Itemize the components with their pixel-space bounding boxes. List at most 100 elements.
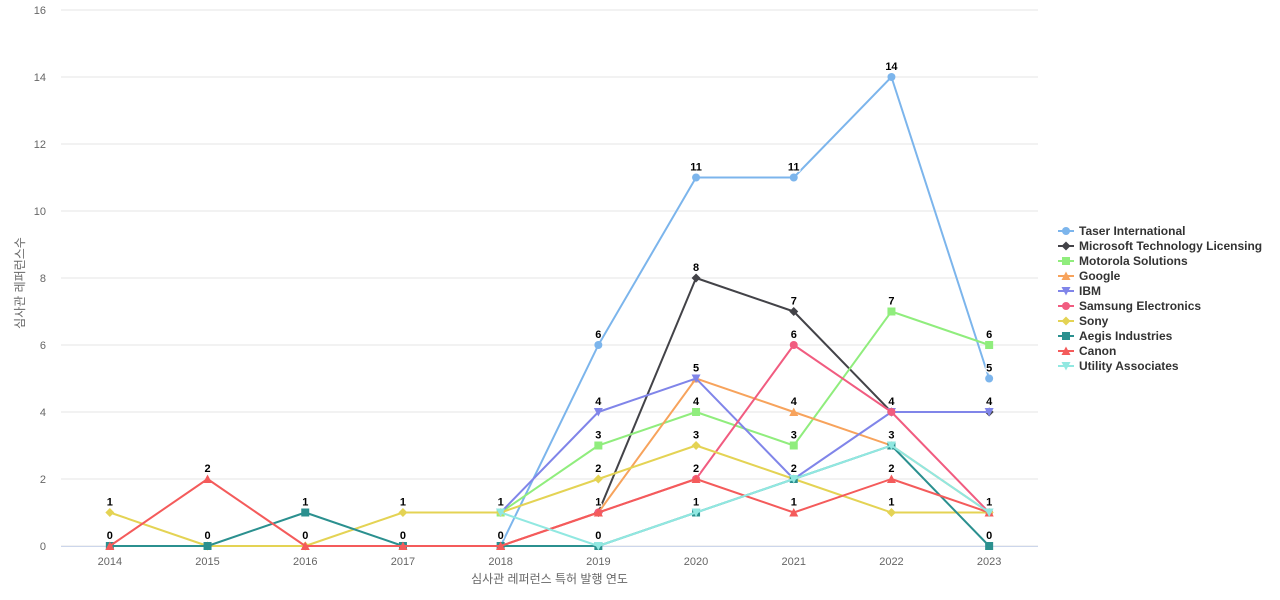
data-label: 5 (986, 363, 992, 375)
y-gridlines (61, 9, 1038, 547)
data-point-utility-associates (789, 475, 799, 484)
legend-item-samsung-electronics[interactable]: Samsung Electronics (1058, 298, 1262, 313)
data-point-sony (886, 508, 896, 517)
data-point-canon (886, 474, 896, 483)
legend-marker-icon (1062, 331, 1070, 340)
data-point-ibm (691, 374, 701, 383)
data-label: 3 (693, 430, 699, 442)
data-label: 4 (791, 396, 798, 408)
data-label: 5 (693, 363, 699, 375)
legend-item-aegis-industries[interactable]: Aegis Industries (1058, 328, 1262, 343)
y-tick-label: 14 (34, 72, 46, 84)
data-label: 1 (498, 497, 504, 509)
data-point-sony (398, 508, 408, 517)
legend-swatch-icon (1058, 361, 1074, 370)
data-label: 2 (204, 463, 210, 475)
x-tick-label: 2023 (977, 556, 1001, 568)
legend-swatch-icon (1058, 256, 1074, 265)
data-point-canon (105, 541, 115, 550)
x-axis-title: 심사관 레퍼런스 특허 발행 연도 (471, 571, 628, 586)
x-tick-label: 2015 (195, 556, 219, 568)
data-label: 7 (888, 296, 894, 308)
data-point-ibm (593, 408, 603, 417)
legend-item-canon[interactable]: Canon (1058, 343, 1262, 358)
legend-item-motorola-solutions[interactable]: Motorola Solutions (1058, 253, 1262, 268)
series-utility-associates (496, 441, 994, 551)
legend-label: Utility Associates (1079, 358, 1179, 373)
legend-label: Microsoft Technology Licensing (1079, 238, 1263, 253)
legend-swatch-icon (1058, 271, 1074, 280)
y-axis-ticks: 0 2 4 6 8 10 12 14 16 (34, 5, 46, 553)
data-label: 1 (693, 497, 699, 509)
data-point-sony (593, 474, 603, 484)
data-point-motorola-solutions (887, 307, 896, 316)
legend-swatch-icon (1058, 331, 1074, 340)
data-point-canon (398, 541, 408, 550)
legend-swatch-icon (1058, 301, 1074, 310)
legend-item-microsoft-technology-licensing[interactable]: Microsoft Technology Licensing (1058, 238, 1262, 253)
data-point-utility-associates (984, 508, 994, 517)
y-tick-label: 10 (34, 206, 46, 218)
series-line-utility-associates (499, 444, 991, 547)
data-point-taser-international (594, 341, 603, 349)
series-line-ibm (499, 377, 991, 514)
y-tick-label: 8 (40, 273, 46, 285)
legend-marker-icon (1061, 241, 1071, 250)
legend: Taser International Microsoft Technology … (1058, 223, 1262, 373)
data-point-microsoft-technology-licensing (789, 307, 799, 316)
data-label: 3 (791, 430, 797, 442)
data-point-taser-international (985, 374, 994, 383)
data-label: 1 (107, 497, 113, 509)
data-label: 6 (986, 329, 992, 341)
data-label: 6 (595, 329, 601, 341)
x-tick-label: 2020 (684, 556, 708, 568)
legend-item-ibm[interactable]: IBM (1058, 283, 1262, 298)
legend-label: Aegis Industries (1079, 328, 1173, 343)
data-label: 2 (791, 463, 797, 475)
data-point-google (789, 407, 799, 416)
legend-swatch-icon (1058, 286, 1074, 295)
data-point-motorola-solutions (594, 441, 603, 450)
y-tick-label: 6 (40, 340, 46, 352)
x-tick-label: 2014 (98, 556, 122, 568)
legend-item-utility-associates[interactable]: Utility Associates (1058, 358, 1262, 373)
data-point-utility-associates (593, 542, 603, 551)
legend-item-google[interactable]: Google (1058, 268, 1262, 283)
data-point-sony (105, 508, 115, 517)
series-taser-international (496, 73, 994, 550)
y-tick-label: 4 (40, 407, 46, 419)
data-point-motorola-solutions (789, 441, 798, 450)
series-line-taser-international (499, 76, 991, 547)
data-label: 4 (693, 396, 700, 408)
x-tick-label: 2016 (293, 556, 317, 568)
x-tick-label: 2018 (488, 556, 512, 568)
data-label: 4 (888, 396, 895, 408)
legend-item-sony[interactable]: Sony (1058, 313, 1262, 328)
data-point-sony (691, 441, 701, 450)
data-point-utility-associates (886, 441, 896, 450)
data-point-motorola-solutions (692, 408, 701, 416)
data-label: 2 (693, 463, 699, 475)
data-point-canon (300, 541, 310, 550)
data-label: 1 (400, 497, 406, 509)
series-line-samsung-electronics (499, 344, 991, 547)
legend-marker-icon (1062, 226, 1070, 235)
x-axis-ticks: 2014 2015 2016 2017 2018 2019 2020 2021 2022 2023 (98, 556, 1002, 568)
y-tick-label: 2 (40, 474, 46, 486)
data-point-ibm (984, 408, 994, 417)
x-tick-label: 2022 (879, 556, 903, 568)
data-label: 0 (498, 530, 504, 542)
data-label: 0 (302, 530, 308, 542)
series-samsung-electronics (496, 341, 994, 550)
legend-item-taser-international[interactable]: Taser International (1058, 223, 1262, 238)
y-tick-label: 0 (40, 541, 46, 553)
data-label: 2 (595, 463, 601, 475)
legend-swatch-icon (1058, 241, 1074, 250)
legend-label: IBM (1079, 283, 1101, 298)
data-label: 3 (595, 430, 601, 442)
data-label: 0 (107, 530, 113, 542)
data-point-samsung-electronics (789, 341, 798, 349)
legend-label: Canon (1079, 343, 1117, 358)
